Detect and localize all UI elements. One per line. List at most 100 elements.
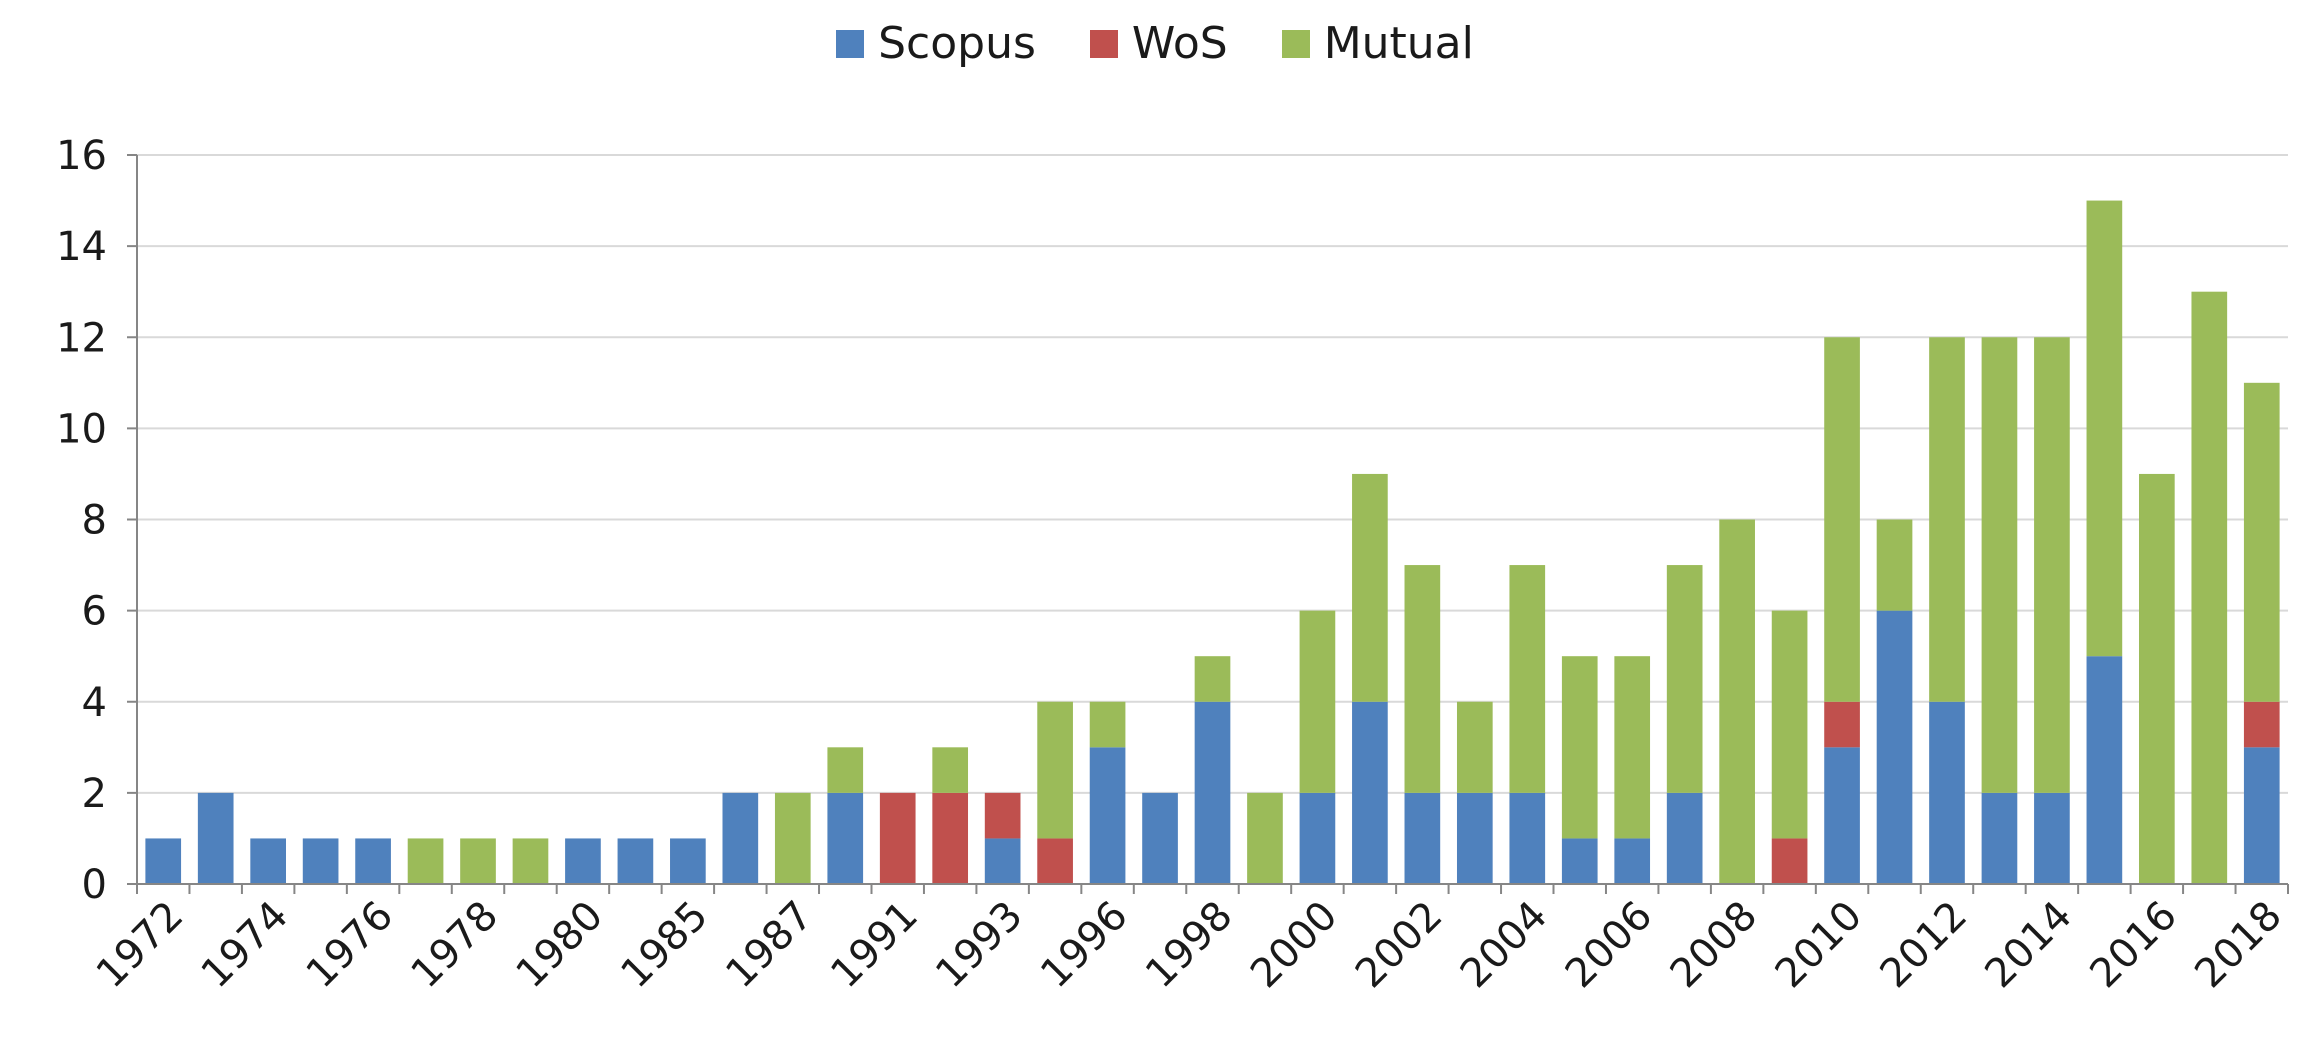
y-tick-label-0: 0 (82, 862, 107, 908)
bar-scopus-2003 (1456, 792, 1493, 884)
y-tick-label-6: 6 (82, 589, 107, 635)
bar-mutual-2004 (1509, 565, 1546, 793)
bar-scopus-1975 (302, 838, 339, 884)
y-tick-label-12: 12 (56, 315, 107, 361)
x-tick-label-1972: 1972 (88, 893, 193, 998)
bar-mutual-2016 (2139, 473, 2175, 884)
y-tick-label-16: 16 (56, 133, 107, 179)
bar-mutual-1978 (460, 838, 496, 884)
x-tick-label-1987: 1987 (717, 893, 822, 998)
x-tick-label-1991: 1991 (822, 893, 927, 998)
x-tick-label-1980: 1980 (508, 893, 613, 998)
bar-scopus-1976 (355, 838, 391, 884)
x-tick-label-2016: 2016 (2081, 893, 2186, 998)
bar-scopus-2011 (1876, 610, 1913, 884)
x-tick-label-2008: 2008 (1662, 893, 1767, 998)
legend-item-scopus: Scopus (836, 18, 1036, 69)
bar-wos-2010 (1824, 701, 1860, 748)
legend-swatch-wos (1089, 29, 1118, 58)
bar-scopus-1980 (565, 838, 601, 884)
x-tick-label-1985: 1985 (612, 893, 717, 998)
bar-scopus-2010 (1824, 747, 1860, 884)
bar-scopus-2004 (1509, 792, 1546, 884)
bar-wos-1993 (984, 792, 1021, 839)
bar-mutual-2018 (2243, 382, 2280, 702)
bar-mutual-2005 (1561, 656, 1598, 839)
legend-swatch-mutual (1281, 29, 1310, 58)
y-tick-label-10: 10 (56, 406, 107, 452)
legend-item-wos: WoS (1089, 18, 1228, 69)
x-tick-label-2018: 2018 (2186, 893, 2291, 998)
bar-scopus-1996 (1089, 747, 1126, 884)
bar-mutual-1992 (932, 747, 969, 793)
bar-wos-1995 (1037, 838, 1073, 884)
x-tick-label-1996: 1996 (1032, 893, 1137, 998)
bar-scopus-2012 (1929, 701, 1965, 884)
bar-scopus-1989 (827, 792, 864, 884)
bar-scopus-2013 (1981, 792, 2018, 884)
bar-mutual-2014 (2034, 337, 2070, 793)
bar-mutual-1977 (407, 838, 444, 884)
bar-wos-1992 (932, 792, 969, 884)
bar-scopus-1984 (617, 838, 654, 884)
legend-item-mutual: Mutual (1281, 18, 1474, 69)
bar-mutual-2013 (1981, 337, 2018, 793)
bar-scopus-2014 (2034, 792, 2070, 884)
x-tick-label-1998: 1998 (1137, 893, 1242, 998)
bar-mutual-2000 (1299, 610, 1336, 793)
bar-scopus-1997 (1142, 792, 1178, 884)
x-tick-label-2014: 2014 (1976, 893, 2081, 998)
bar-scopus-2005 (1561, 838, 1598, 884)
bar-scopus-1972 (145, 838, 182, 884)
bar-mutual-2011 (1876, 519, 1913, 611)
bar-scopus-2015 (2086, 656, 2123, 884)
bar-wos-2018 (2243, 701, 2280, 748)
bar-mutual-2006 (1614, 656, 1651, 839)
bar-mutual-2009 (1771, 610, 1808, 839)
bar-mutual-1996 (1089, 701, 1126, 748)
bar-mutual-1998 (1194, 656, 1231, 702)
bar-mutual-2012 (1929, 337, 1965, 702)
legend: Scopus WoS Mutual (0, 18, 2310, 69)
bar-scopus-1998 (1194, 701, 1231, 884)
bar-mutual-1987 (774, 792, 811, 884)
bar-mutual-1995 (1037, 701, 1073, 839)
bar-scopus-1993 (984, 838, 1021, 884)
legend-label-scopus: Scopus (878, 18, 1036, 69)
bar-mutual-1979 (512, 838, 549, 884)
legend-swatch-scopus (836, 29, 865, 58)
bar-scopus-2002 (1404, 792, 1441, 884)
bar-wos-1991 (879, 792, 916, 884)
x-tick-label-2012: 2012 (1872, 893, 1977, 998)
bar-mutual-1999 (1247, 792, 1283, 884)
y-tick-label-8: 8 (82, 498, 107, 544)
bar-mutual-2001 (1352, 473, 1388, 702)
x-tick-label-1974: 1974 (193, 893, 298, 998)
bar-scopus-2006 (1614, 838, 1651, 884)
y-tick-label-2: 2 (82, 771, 107, 817)
bar-mutual-2007 (1666, 565, 1703, 793)
bar-mutual-1989 (827, 747, 864, 793)
bar-mutual-2008 (1719, 519, 1755, 884)
x-tick-label-2006: 2006 (1557, 893, 1662, 998)
legend-label-mutual: Mutual (1323, 18, 1474, 69)
bar-scopus-2001 (1352, 701, 1388, 884)
x-tick-label-2002: 2002 (1347, 893, 1452, 998)
x-tick-label-1978: 1978 (403, 893, 508, 998)
bar-scopus-1974 (250, 838, 286, 884)
bar-wos-2009 (1771, 838, 1808, 884)
x-tick-label-2000: 2000 (1242, 893, 1347, 998)
bar-scopus-1986 (722, 792, 759, 884)
bar-scopus-2007 (1666, 792, 1703, 884)
bar-mutual-2015 (2086, 200, 2123, 657)
bar-mutual-2003 (1456, 701, 1493, 793)
bar-scopus-1985 (670, 838, 706, 884)
bar-mutual-2002 (1404, 565, 1441, 793)
bar-scopus-2000 (1299, 792, 1336, 884)
bar-mutual-2010 (1824, 337, 1860, 702)
bar-scopus-2018 (2243, 747, 2280, 884)
y-tick-label-4: 4 (82, 680, 107, 726)
x-tick-label-2004: 2004 (1452, 893, 1557, 998)
bar-mutual-2017 (2191, 291, 2228, 884)
